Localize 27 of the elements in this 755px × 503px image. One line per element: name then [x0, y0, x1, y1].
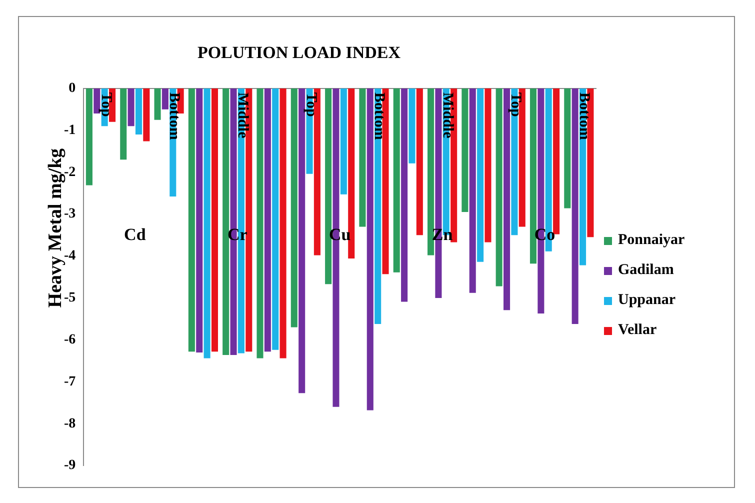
y-tick-label: -9: [64, 458, 76, 474]
y-tick-label: -1: [64, 122, 76, 138]
x-tick-label: Top: [508, 92, 524, 117]
y-tick-label: -6: [64, 332, 76, 348]
y-tick-label: -7: [64, 374, 76, 390]
x-tick-label: Middle: [234, 92, 250, 139]
y-tick-label: -5: [64, 290, 76, 306]
x-tick-label: Top: [302, 92, 319, 117]
annotation: Co: [534, 224, 556, 244]
legend-label: Gadilam: [618, 262, 674, 279]
y-tick-label: 0: [68, 81, 76, 96]
annotation: Cr: [227, 224, 248, 244]
annotation: Cd: [124, 224, 146, 244]
y-tick-label: -4: [64, 248, 76, 264]
x-tick-label: Bottom: [576, 92, 592, 140]
y-axis-title: Heavy Metal mg/kg: [45, 148, 66, 308]
x-tick-label: Middle: [439, 92, 456, 139]
annotation: Zn: [432, 224, 454, 244]
x-tick-label: Bottom: [371, 92, 388, 140]
y-tick-label: -8: [64, 416, 76, 432]
y-tick-label: -3: [64, 206, 76, 222]
legend-label: Uppanar: [618, 292, 676, 309]
x-tick-label: Top: [98, 92, 114, 117]
chart-title: POLUTION LOAD INDEX: [196, 43, 402, 63]
legend-label: Vellar: [618, 322, 657, 339]
x-tick-label: Bottom: [166, 92, 182, 140]
legend-label: Ponnaiyar: [618, 232, 685, 249]
